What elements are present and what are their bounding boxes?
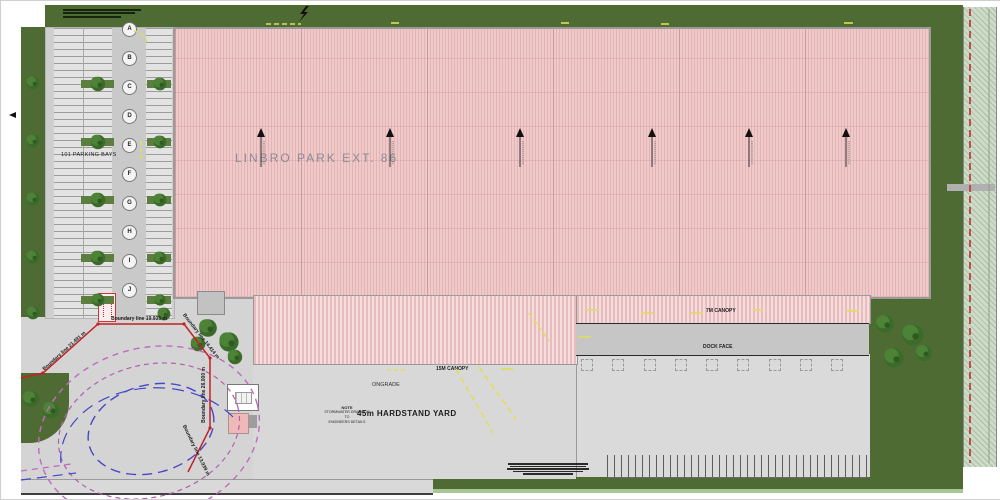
stormwater-note: NOTE STORMWATER DRAINAGE TO ENGINEERS DE…: [323, 405, 371, 424]
road-crossing: [947, 184, 995, 191]
canopy-15m-label: 15M CANOPY: [436, 366, 469, 372]
hardstand-label: 45m HARDSTAND YARD: [357, 409, 457, 418]
vehicle-tracking-curves: [20, 345, 261, 499]
gatehouse: [227, 384, 259, 411]
grid-marker-f: F: [122, 167, 137, 182]
grid-marker-c: C: [122, 80, 137, 95]
yellow-markings: [133, 22, 859, 434]
dock-levelers: [581, 359, 843, 371]
note-line-1: STORMWATER DRAINAGE TO: [324, 410, 370, 419]
road-reserve-strip: [963, 7, 997, 467]
door-marker-icon: [257, 128, 265, 167]
gatehouse-plan-detail: [235, 392, 252, 404]
boundary-label-southeast: Boundary line 13.939 m: [181, 424, 211, 477]
door-markers: [257, 128, 850, 167]
building-title: LINBRO PARK EXT. 86: [235, 151, 399, 165]
ramp-structure: [197, 291, 225, 315]
right-verge: [931, 27, 963, 477]
grid-marker-d: D: [122, 109, 137, 124]
top-verge: [45, 5, 963, 27]
grid-marker-g: G: [122, 196, 137, 211]
grid-marker-a: A: [122, 22, 137, 37]
hardstand-yard: [253, 364, 576, 479]
parking-bays-label: 101 PARKING BAYS: [61, 152, 117, 158]
electrical-bolt-icon: [299, 6, 309, 22]
boundary-label-northwest: Boundary line 21.491 m: [42, 330, 88, 372]
bottom-verge: [433, 477, 963, 489]
notes-block-bottom-illegible: [506, 462, 590, 476]
note-line-2: ENGINEERS DETAILS: [328, 419, 366, 424]
parking-area: [45, 27, 175, 319]
planting-strips: [81, 80, 171, 304]
canopy-7m-label: 7M CANOPY: [706, 308, 736, 314]
door-marker-icon: [842, 128, 850, 167]
street: [21, 479, 433, 495]
dock-face-label: DOCK FACE: [703, 344, 733, 350]
door-marker-icon: [745, 128, 753, 167]
note-title: NOTE: [341, 405, 353, 410]
guard-kiosk: [249, 415, 257, 428]
boundary-beacons: [41, 322, 212, 430]
door-marker-icon: [386, 128, 394, 167]
grid-marker-e: E: [122, 138, 137, 153]
trees: [23, 76, 932, 418]
notes-block-top-illegible: [63, 7, 143, 19]
canopy-15m: [253, 295, 578, 365]
dock-face-band: [576, 323, 869, 356]
canopy-7m: [576, 295, 871, 324]
grid-marker-h: H: [122, 225, 137, 240]
gate-marker-detail: [103, 297, 112, 317]
grid-marker-b: B: [122, 51, 137, 66]
grid-marker-j: J: [122, 283, 137, 298]
guard-structure: [228, 413, 249, 434]
warehouse-building: LINBRO PARK EXT. 86: [173, 27, 931, 299]
truck-bay-markings: [607, 455, 867, 478]
grid-marker-i: I: [122, 254, 137, 269]
boundary-label-east: Boundary line 26.000 m: [201, 367, 207, 423]
ongrade-label: ONGRADE: [372, 382, 400, 388]
bottom-verge-edge: [433, 489, 963, 493]
boundary-label-north: Boundary line 19.935 m: [111, 316, 167, 322]
margin-marker-icon: [9, 112, 16, 118]
boundary-label-northeast: Boundary line 14.414 m: [181, 313, 220, 361]
door-marker-icon: [648, 128, 656, 167]
door-marker-icon: [516, 128, 524, 167]
parking-bays-west: [54, 28, 112, 318]
parking-bays-east: [146, 28, 172, 318]
